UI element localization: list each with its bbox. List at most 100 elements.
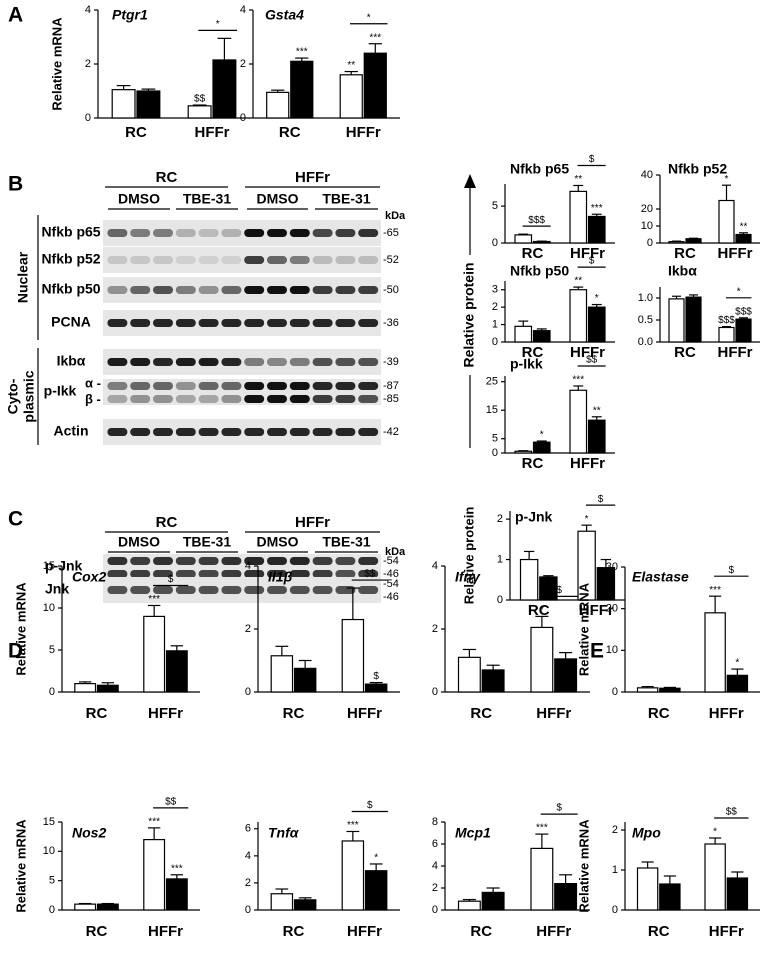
blot-row-label: Actin	[54, 423, 89, 439]
y-tick-label: 4	[432, 560, 438, 572]
arrow-head	[464, 174, 476, 188]
blot-band	[175, 570, 196, 578]
bracket-label: $	[168, 574, 174, 585]
y-tick-label: 0	[245, 904, 251, 916]
bar	[74, 903, 97, 911]
y-tick-label: 40	[641, 169, 653, 181]
blot-band	[312, 586, 333, 594]
kda-label: -46	[383, 591, 399, 603]
blot-band	[289, 570, 310, 578]
significance-mark: $$	[194, 94, 206, 105]
x-tick-label: HFFr	[579, 602, 614, 619]
blot-band	[289, 428, 310, 436]
y-tick-label: 6	[432, 838, 438, 850]
y-tick-label: 0	[647, 237, 653, 249]
blot-band	[335, 358, 356, 366]
x-tick-label: RC	[522, 344, 544, 361]
blot-band	[107, 557, 128, 565]
blot-band	[175, 358, 196, 366]
blot-band	[267, 395, 287, 403]
blot-band	[175, 319, 196, 327]
bar	[668, 298, 685, 343]
bar	[457, 900, 481, 911]
blot-treatment: DMSO	[257, 534, 299, 550]
x-tick-label: RC	[674, 344, 696, 361]
blot-band	[107, 570, 128, 578]
blot-band	[198, 586, 219, 594]
blot-band	[153, 256, 173, 264]
blot-band	[221, 229, 242, 237]
blot-band	[198, 358, 219, 366]
significance-mark: *	[735, 658, 739, 669]
blot-band	[153, 586, 173, 594]
bar	[668, 241, 685, 244]
significance-mark: $$$	[718, 315, 735, 326]
blot-band	[198, 256, 219, 264]
blot-treatment: TBE-31	[322, 534, 370, 550]
y-axis-label: Relative mRNA	[49, 17, 64, 111]
bracket-label: *	[737, 286, 741, 297]
y-tick-label: 5	[49, 644, 55, 656]
bar	[111, 89, 136, 119]
bar	[339, 74, 363, 119]
y-axis-label: Relative protein	[461, 507, 476, 605]
bracket-label: $$$	[528, 215, 545, 226]
significance-mark: ***	[171, 863, 183, 874]
y-tick-label: 0	[492, 237, 498, 249]
significance-mark: ***	[572, 375, 584, 386]
bar	[569, 190, 588, 244]
y-tick-label: 4	[432, 860, 438, 872]
blot-band	[198, 382, 219, 390]
bar	[685, 296, 702, 343]
blot-band	[358, 395, 379, 403]
blot-group: RC	[156, 514, 178, 531]
x-tick-label: HFFr	[570, 455, 605, 472]
blot-band	[358, 286, 379, 294]
x-tick-label: RC	[470, 923, 492, 940]
chart-title: Ifnγ	[455, 569, 481, 585]
blot-band	[312, 557, 333, 565]
blot-band	[198, 557, 219, 565]
y-tick-label: 1.0	[638, 292, 653, 304]
blot-band	[130, 395, 151, 403]
kda-unit: kDa	[385, 210, 406, 222]
blot-band	[244, 570, 265, 578]
x-tick-label: RC	[522, 245, 544, 262]
y-tick-label: 0	[497, 594, 503, 606]
blot-band	[107, 358, 128, 366]
kda-unit: kDa	[385, 546, 406, 558]
bar	[519, 558, 539, 601]
bracket-label: $	[729, 565, 735, 576]
blot-band	[335, 428, 356, 436]
panel-letter: C	[8, 508, 23, 531]
blot-band	[358, 557, 379, 565]
bar	[726, 877, 749, 911]
blot-band	[130, 229, 151, 237]
blot-band	[244, 256, 265, 264]
blot-band	[107, 229, 128, 237]
kda-label: -46	[383, 568, 399, 580]
y-tick-label: 0	[432, 904, 438, 916]
blot-band	[244, 286, 265, 294]
significance-mark: ***	[709, 585, 721, 596]
blot-band	[289, 395, 310, 403]
bar	[364, 870, 388, 911]
blot-band	[221, 256, 242, 264]
y-tick-label: 2	[240, 58, 246, 70]
y-tick-label: 0	[492, 336, 498, 348]
bracket-label: $	[556, 803, 562, 814]
chart-title: Cox2	[72, 569, 106, 585]
x-tick-label: HFFr	[148, 923, 183, 940]
blot-band	[312, 256, 333, 264]
kda-label: -87	[383, 380, 399, 392]
blot-band	[198, 319, 219, 327]
chart-title: p-Ikk	[510, 356, 543, 372]
blot-band	[130, 358, 151, 366]
y-tick-label: 10	[43, 845, 55, 857]
blot-treatment: TBE-31	[183, 191, 231, 207]
blot-band	[153, 557, 173, 565]
significance-mark: *	[725, 174, 729, 185]
protein-axis-label: Relative protein	[461, 262, 477, 367]
bar	[532, 330, 551, 343]
blot-band	[221, 395, 242, 403]
